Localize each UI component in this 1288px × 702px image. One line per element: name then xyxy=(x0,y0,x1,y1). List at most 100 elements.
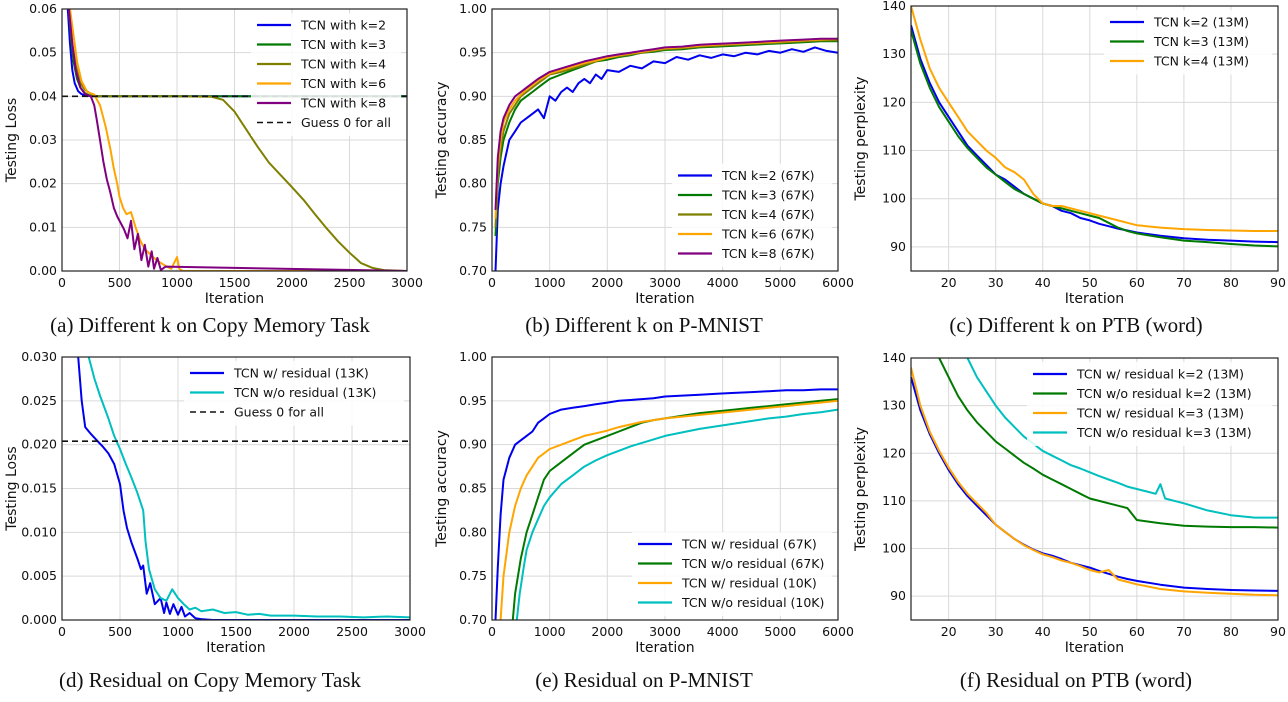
y-axis-label: Testing accuracy xyxy=(434,430,450,548)
x-tick-label: 40 xyxy=(1035,624,1051,639)
y-axis-label: Testing Loss xyxy=(4,98,20,183)
y-tick-label: 0.80 xyxy=(459,524,487,539)
x-tick-label: 1000 xyxy=(534,624,566,639)
x-tick-label: 30 xyxy=(988,624,1004,639)
x-tick-label: 3000 xyxy=(391,275,423,290)
x-tick-label: 60 xyxy=(1129,275,1145,290)
x-tick-label: 4000 xyxy=(707,275,739,290)
y-tick-label: 1.00 xyxy=(459,349,487,364)
y-tick-label: 0.015 xyxy=(21,481,57,496)
legend-label: TCN with k=2 xyxy=(300,18,386,33)
legend: TCN with k=2TCN with k=3TCN with k=4TCN … xyxy=(251,13,401,136)
legend-label: TCN w/ residual k=2 (13M) xyxy=(1076,367,1244,382)
x-tick-label: 3000 xyxy=(649,624,681,639)
x-tick-label: 500 xyxy=(108,624,132,639)
legend-label: TCN w/o residual k=3 (13M) xyxy=(1076,425,1252,440)
x-tick-label: 80 xyxy=(1223,624,1239,639)
y-tick-label: 0.90 xyxy=(459,437,487,452)
x-tick-label: 3000 xyxy=(649,275,681,290)
legend-label: TCN k=2 (13M) xyxy=(1153,15,1249,30)
x-tick-label: 70 xyxy=(1176,275,1192,290)
x-tick-label: 50 xyxy=(1082,275,1098,290)
x-axis-label: Iteration xyxy=(1065,640,1124,656)
x-tick-label: 0 xyxy=(488,624,496,639)
x-tick-label: 70 xyxy=(1176,624,1192,639)
y-tick-label: 0.70 xyxy=(459,263,487,278)
panel-f: 20 30 40 50 60 70 80 90 90 100 110 120 130 140 Iterati… xyxy=(853,350,1286,656)
panel-a: 0 500 1000 1500 2000 2500 3000 0.00 0.01 0.02 0.03… xyxy=(4,1,423,307)
y-tick-label: 0.025 xyxy=(21,393,57,408)
caption-d: (d) Residual on Copy Memory Task xyxy=(0,668,420,693)
y-tick-label: 0.010 xyxy=(21,524,57,539)
x-tick-label: 5000 xyxy=(764,275,796,290)
y-tick-label: 0.000 xyxy=(21,612,57,627)
y-tick-label: 120 xyxy=(882,94,906,109)
legend-label: TCN w/ residual k=3 (13M) xyxy=(1076,406,1244,421)
legend-label: TCN with k=4 xyxy=(300,57,386,72)
legend-label: TCN k=2 (67K) xyxy=(721,168,814,183)
legend: TCN w/ residual k=2 (13M) TCN w/o residua… xyxy=(1027,362,1272,446)
legend-label: TCN k=6 (67K) xyxy=(721,227,814,242)
legend-label: TCN w/ residual (67K) xyxy=(681,537,817,552)
x-tick-label: 500 xyxy=(108,275,132,290)
x-tick-label: 6000 xyxy=(822,624,854,639)
x-tick-label: 30 xyxy=(988,275,1004,290)
x-tick-label: 5000 xyxy=(764,624,796,639)
y-tick-label: 0.06 xyxy=(29,1,57,16)
legend-label: TCN k=4 (67K) xyxy=(721,207,814,222)
y-tick-label: 0.75 xyxy=(459,568,487,583)
y-tick-label: 0.95 xyxy=(459,45,487,60)
y-tick-label: 0.04 xyxy=(29,88,57,103)
y-tick-label: 0.020 xyxy=(21,437,57,452)
y-tick-label: 100 xyxy=(882,191,906,206)
x-tick-label: 40 xyxy=(1035,275,1051,290)
legend: TCN w/ residual (67K) TCN w/o residual (6… xyxy=(632,532,832,616)
x-axis-label: Iteration xyxy=(206,640,265,656)
legend: TCN k=2 (13M) TCN k=3 (13M) TCN k=4 (13M) xyxy=(1104,10,1272,75)
panel-e: 0 1000 2000 3000 4000 5000 6000 0.70 0.75 0.80 0.8… xyxy=(434,349,854,656)
legend-label: TCN k=8 (67K) xyxy=(721,246,814,261)
y-tick-label: 110 xyxy=(882,493,906,508)
legend-label: TCN w/o residual k=2 (13M) xyxy=(1076,386,1252,401)
y-axis-label: Testing perplexity xyxy=(853,427,869,552)
legend-label: TCN k=3 (67K) xyxy=(721,188,814,203)
y-tick-label: 130 xyxy=(882,46,906,61)
x-tick-label: 20 xyxy=(941,624,957,639)
x-tick-label: 2000 xyxy=(591,624,623,639)
caption-a: (a) Different k on Copy Memory Task xyxy=(0,313,420,338)
legend-label: TCN k=3 (13M) xyxy=(1153,34,1249,49)
x-tick-label: 60 xyxy=(1129,624,1145,639)
x-tick-label: 1000 xyxy=(161,275,193,290)
y-axis-label: Testing accuracy xyxy=(434,82,450,200)
y-tick-label: 100 xyxy=(882,541,906,556)
y-tick-label: 140 xyxy=(882,0,906,13)
y-tick-label: 1.00 xyxy=(459,1,487,16)
x-tick-label: 90 xyxy=(1270,275,1286,290)
y-tick-label: 0.030 xyxy=(21,349,57,364)
x-tick-label: 2000 xyxy=(591,275,623,290)
panel-b: 0 1000 2000 3000 4000 5000 60000.700.750.800.8… xyxy=(434,1,854,307)
x-tick-label: 0 xyxy=(58,624,66,639)
legend-label: TCN w/o residual (67K) xyxy=(681,556,824,571)
x-axis-label: Iteration xyxy=(635,291,694,307)
x-tick-label: 6000 xyxy=(822,275,854,290)
caption-b: (b) Different k on P-MNIST xyxy=(434,313,854,338)
x-tick-label: 2000 xyxy=(278,624,310,639)
legend: TCN k=2 (67K) TCN k=3 (67K) TCN k=4 (67K) T… xyxy=(672,164,832,268)
legend-label: TCN k=4 (13M) xyxy=(1153,54,1249,69)
x-tick-label: 0 xyxy=(58,275,66,290)
y-tick-label: 0.85 xyxy=(459,132,487,147)
y-tick-label: 90 xyxy=(890,588,906,603)
y-tick-label: 0.05 xyxy=(29,45,57,60)
y-tick-label: 0.95 xyxy=(459,393,487,408)
x-tick-label: 1000 xyxy=(162,624,194,639)
y-tick-label: 110 xyxy=(882,143,906,158)
x-tick-label: 90 xyxy=(1270,624,1286,639)
x-axis-label: Iteration xyxy=(1065,291,1124,307)
y-tick-label: 140 xyxy=(882,350,906,365)
x-tick-label: 1500 xyxy=(220,624,252,639)
y-tick-label: 0.75 xyxy=(459,219,487,234)
caption-e: (e) Residual on P-MNIST xyxy=(434,668,854,693)
caption-f: (f) Residual on PTB (word) xyxy=(866,668,1286,693)
